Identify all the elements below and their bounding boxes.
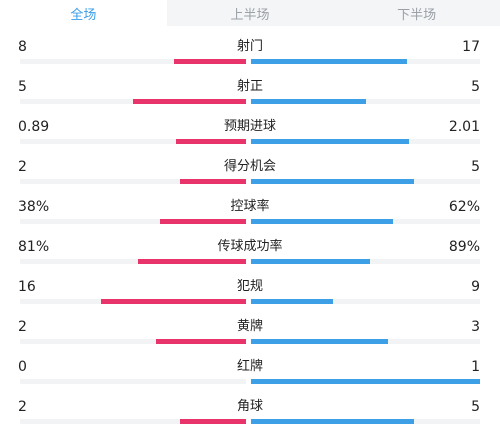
home-bar bbox=[101, 299, 246, 304]
away-bar bbox=[251, 419, 414, 424]
away-bar bbox=[251, 379, 480, 384]
home-bar bbox=[180, 419, 246, 424]
home-bar bbox=[133, 99, 246, 104]
stat-row: 81% 传球成功率 89% bbox=[0, 230, 500, 270]
home-bar-track bbox=[20, 339, 246, 344]
home-bar-track bbox=[20, 179, 246, 184]
tab-first-half[interactable]: 上半场 bbox=[230, 7, 270, 23]
stat-row: 0.89 预期进球 2.01 bbox=[0, 110, 500, 150]
away-bar bbox=[251, 219, 393, 224]
home-value: 16 bbox=[18, 279, 36, 295]
stat-row: 8 射门 17 bbox=[0, 30, 500, 70]
home-bar bbox=[174, 59, 246, 64]
away-value: 17 bbox=[462, 39, 480, 55]
home-bar bbox=[176, 139, 246, 144]
away-bar bbox=[251, 259, 370, 264]
stat-label: 预期进球 bbox=[223, 119, 276, 134]
stat-row: 16 犯规 9 bbox=[0, 270, 500, 310]
away-bar bbox=[251, 99, 366, 104]
stat-label: 控球率 bbox=[230, 199, 270, 214]
stat-row: 5 射正 5 bbox=[0, 70, 500, 110]
away-bar bbox=[251, 59, 407, 64]
away-bar bbox=[251, 299, 333, 304]
tab-full-match[interactable]: 全场 bbox=[0, 0, 167, 26]
stat-label: 射门 bbox=[236, 39, 263, 54]
home-bar-track bbox=[20, 419, 246, 424]
away-value: 5 bbox=[471, 79, 480, 95]
home-bar-track bbox=[20, 259, 246, 264]
stat-label: 传球成功率 bbox=[217, 239, 283, 254]
home-value: 2 bbox=[18, 319, 27, 335]
away-bar bbox=[251, 339, 388, 344]
stat-label: 红牌 bbox=[236, 359, 263, 374]
away-value: 62% bbox=[448, 199, 480, 215]
stat-row: 2 得分机会 5 bbox=[0, 150, 500, 190]
stat-label: 黄牌 bbox=[236, 319, 263, 334]
home-bar-track bbox=[20, 219, 246, 224]
period-tabs: 全场 上半场 下半场 bbox=[0, 0, 500, 26]
home-bar bbox=[138, 259, 246, 264]
home-value: 2 bbox=[18, 159, 27, 175]
stat-label: 犯规 bbox=[236, 279, 263, 294]
home-value: 0.89 bbox=[18, 119, 50, 135]
home-bar bbox=[180, 179, 246, 184]
home-bar-track bbox=[20, 59, 246, 64]
away-value: 3 bbox=[471, 319, 480, 335]
away-bar bbox=[251, 139, 409, 144]
stat-label: 得分机会 bbox=[223, 159, 276, 174]
stat-label: 射正 bbox=[236, 79, 263, 94]
away-bar bbox=[251, 179, 414, 184]
away-value: 9 bbox=[471, 279, 480, 295]
home-value: 2 bbox=[18, 399, 27, 415]
stat-row: 38% 控球率 62% bbox=[0, 190, 500, 230]
away-value: 1 bbox=[471, 359, 480, 375]
home-bar-track bbox=[20, 379, 246, 384]
away-value: 5 bbox=[471, 399, 480, 415]
stat-row: 2 角球 5 bbox=[0, 390, 500, 430]
away-bar-track bbox=[251, 299, 480, 304]
home-bar-track bbox=[20, 139, 246, 144]
home-value: 81% bbox=[18, 239, 50, 255]
home-value: 0 bbox=[18, 359, 27, 375]
home-bar bbox=[156, 339, 246, 344]
tab-second-half[interactable]: 下半场 bbox=[397, 7, 437, 23]
stat-row: 0 红牌 1 bbox=[0, 350, 500, 390]
home-value: 38% bbox=[18, 199, 50, 215]
home-value: 5 bbox=[18, 79, 27, 95]
away-value: 2.01 bbox=[448, 119, 480, 135]
home-bar bbox=[160, 219, 246, 224]
home-value: 8 bbox=[18, 39, 27, 55]
away-value: 5 bbox=[471, 159, 480, 175]
stats-list: 8 射门 17 5 射正 5 0.89 预期进球 2.01 2 得分机会 5 38% 控球率 62% 81% 传… bbox=[0, 30, 500, 430]
stat-row: 2 黄牌 3 bbox=[0, 310, 500, 350]
away-value: 89% bbox=[448, 239, 480, 255]
stat-label: 角球 bbox=[236, 399, 263, 414]
